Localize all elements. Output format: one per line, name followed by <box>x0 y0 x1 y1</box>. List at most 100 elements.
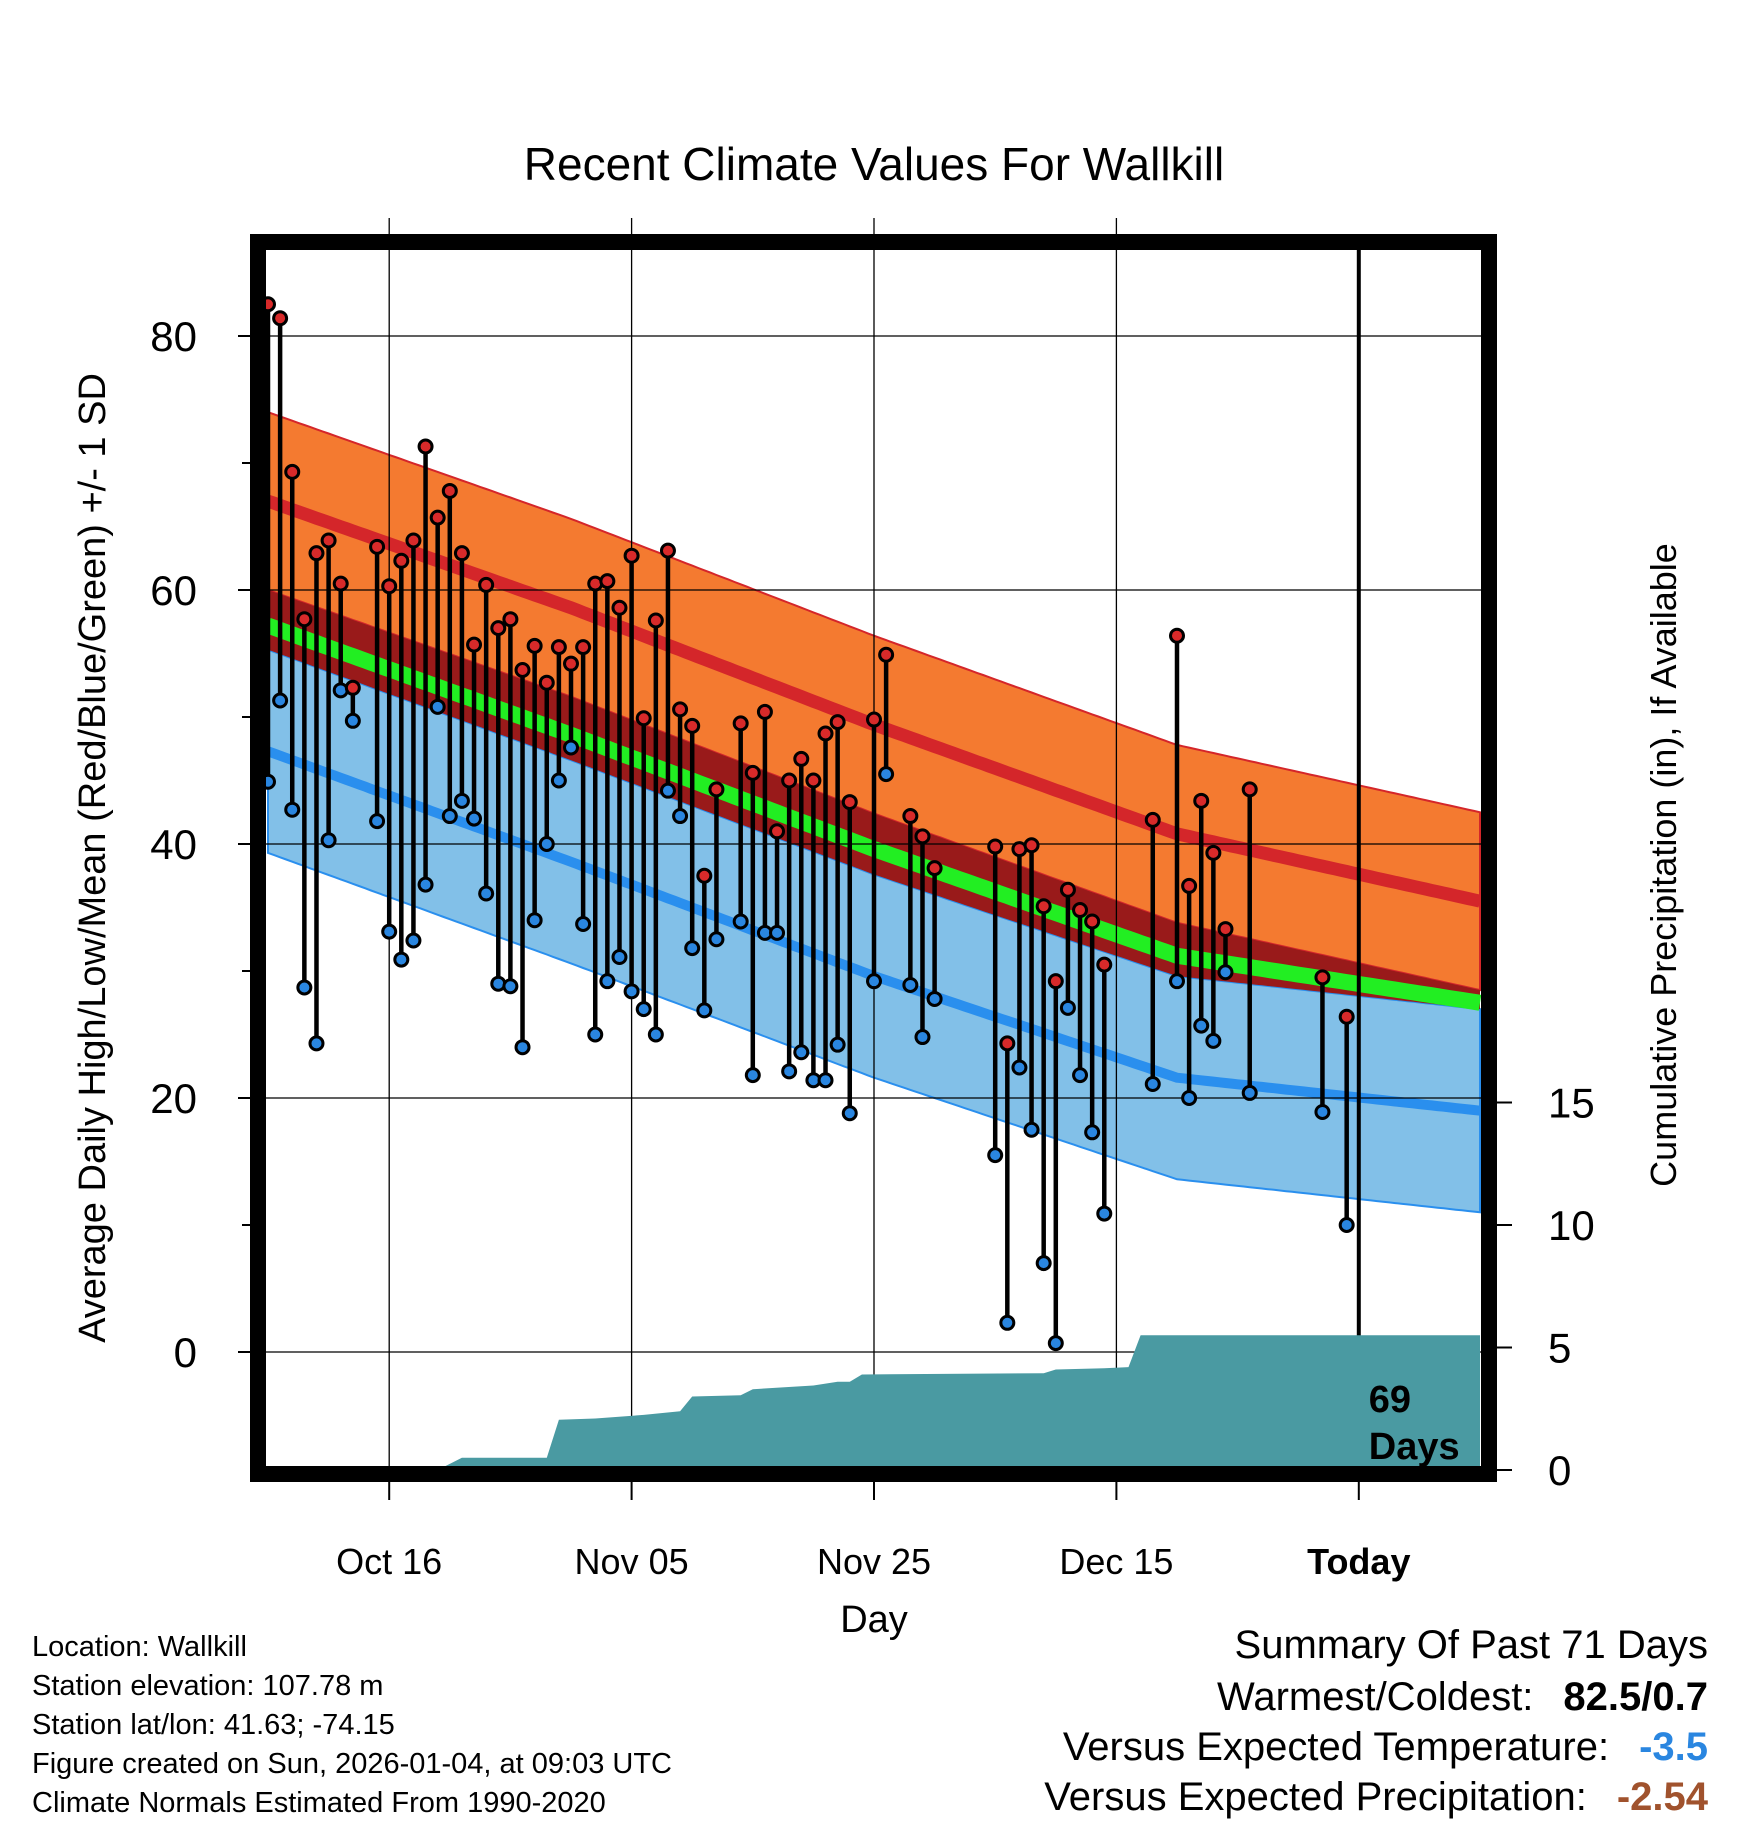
right-tick-label: 0 <box>1548 1447 1571 1494</box>
daily-low-point <box>272 692 289 709</box>
daily-high-point <box>1193 792 1210 809</box>
daily-low-point <box>393 951 410 968</box>
daily-low-point <box>1193 1017 1210 1034</box>
daily-high-point <box>1096 956 1113 973</box>
precip-area <box>268 1335 1480 1470</box>
daily-high-point <box>575 639 592 656</box>
daily-low-point <box>538 836 555 852</box>
daily-low-point <box>550 772 567 789</box>
daily-high-point <box>478 576 495 593</box>
daily-high-point <box>1217 921 1234 938</box>
daily-low-point <box>1314 1103 1331 1120</box>
left-tick-label: 60 <box>150 567 197 614</box>
daily-high-point <box>344 679 361 696</box>
warmest-coldest-value: 82.5/0.7 <box>1563 1675 1708 1719</box>
daily-low-point <box>1181 1090 1198 1106</box>
daily-high-point <box>466 636 483 653</box>
latlon-text: Station lat/lon: 41.63; -74.15 <box>32 1709 395 1741</box>
daily-high-point <box>1205 844 1222 861</box>
daily-low-point <box>320 832 337 849</box>
daily-low-point <box>696 1002 713 1019</box>
daily-low-point <box>878 766 895 783</box>
daily-low-point <box>1084 1124 1101 1141</box>
daily-high-point <box>381 578 398 595</box>
location-text: Location: Wallkill <box>32 1631 247 1663</box>
daily-low-point <box>902 976 919 993</box>
daily-low-point <box>1035 1255 1052 1272</box>
today-days-label: Days <box>1369 1426 1460 1468</box>
daily-low-point <box>1059 999 1076 1016</box>
daily-high-point <box>817 725 834 742</box>
daily-high-point <box>441 482 458 499</box>
precip-label: Versus Expected Precipitation: <box>1044 1775 1587 1819</box>
daily-high-point <box>393 552 410 569</box>
daily-high-point <box>550 639 567 656</box>
x-tick-label: Oct 16 <box>336 1541 442 1582</box>
daily-low-point <box>635 1001 652 1018</box>
daily-low-point <box>623 983 640 1000</box>
daily-high-point <box>647 612 664 629</box>
daily-low-point <box>284 801 301 818</box>
x-axis-label: Day <box>840 1599 908 1641</box>
daily-high-point <box>829 714 846 731</box>
daily-high-point <box>417 438 434 455</box>
daily-low-point <box>914 1029 931 1046</box>
y-axis-label-left: Average Daily High/Low/Mean (Red/Blue/Gr… <box>72 373 114 1343</box>
daily-low-point <box>1072 1067 1089 1084</box>
daily-high-point <box>987 838 1004 855</box>
daily-high-point <box>1241 781 1258 798</box>
daily-dots <box>260 296 1355 1352</box>
daily-high-point <box>296 611 313 628</box>
daily-low-point <box>744 1067 761 1084</box>
daily-low-point <box>672 808 689 825</box>
daily-high-point <box>502 611 519 628</box>
daily-high-point <box>453 545 470 562</box>
daily-high-point <box>1047 973 1064 990</box>
daily-high-point <box>732 715 749 732</box>
y-axis-label-right: Cumulative Precipitation (in), If Availa… <box>1643 543 1684 1187</box>
daily-high-point <box>914 828 931 845</box>
daily-high-point <box>538 674 555 691</box>
daily-high-point <box>926 860 943 877</box>
daily-high-point <box>429 509 446 526</box>
daily-high-point <box>284 463 301 480</box>
daily-low-point <box>381 923 398 940</box>
daily-high-point <box>878 646 895 663</box>
daily-low-point <box>1144 1076 1161 1093</box>
plot-border <box>250 234 1497 1482</box>
summary-panel: Summary Of Past 71 Days Warmest/Coldest:… <box>1044 1618 1708 1822</box>
plot-frame <box>250 234 1497 1482</box>
daily-low-point <box>926 990 943 1007</box>
daily-high-point <box>696 867 713 884</box>
daily-high-point <box>805 772 822 789</box>
daily-low-point <box>502 978 519 995</box>
temp-label: Versus Expected Temperature: <box>1062 1725 1610 1769</box>
daily-low-point <box>659 782 676 799</box>
temp-value: -3.5 <box>1639 1725 1708 1769</box>
daily-low-point <box>1011 1059 1028 1076</box>
daily-low-point <box>817 1072 834 1089</box>
daily-high-point <box>756 703 773 720</box>
left-tick-label: 40 <box>150 821 197 868</box>
daily-low-point <box>1096 1205 1113 1222</box>
daily-low-point <box>793 1044 810 1061</box>
daily-low-point <box>308 1035 325 1052</box>
daily-high-point <box>793 750 810 767</box>
daily-low-point <box>647 1026 664 1043</box>
daily-low-point <box>708 931 725 948</box>
daily-low-point <box>514 1039 531 1056</box>
daily-low-point <box>829 1036 846 1053</box>
daily-high-point <box>1181 877 1198 894</box>
daily-low-point <box>344 712 361 729</box>
daily-high-point <box>1023 837 1040 854</box>
daily-high-point <box>405 532 422 549</box>
daily-high-point <box>611 599 628 616</box>
x-tick-label: Nov 05 <box>575 1541 689 1582</box>
daily-high-point <box>999 1035 1016 1052</box>
daily-low-point <box>769 924 786 941</box>
daily-low-point <box>587 1026 604 1043</box>
daily-high-point <box>902 808 919 825</box>
daily-low-point <box>866 973 882 990</box>
today-days-label: 69 <box>1369 1379 1411 1421</box>
